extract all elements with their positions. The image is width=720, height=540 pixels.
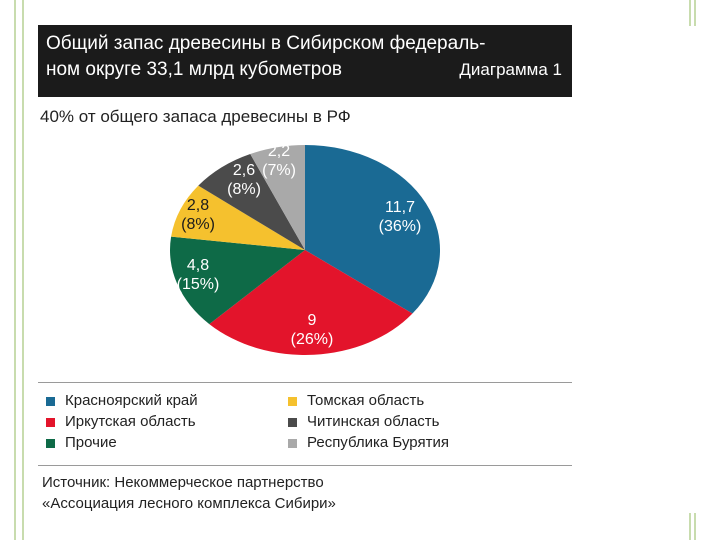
legend-label: Читинская область xyxy=(307,413,440,430)
slice-percent-label: (8%) xyxy=(181,216,215,233)
source-line-1: Источник: Некоммерческое партнерство xyxy=(42,474,324,491)
slice-value-label: 2,6 xyxy=(233,162,255,179)
source-line-2: «Ассоциация лесного комплекса Сибири» xyxy=(42,495,336,512)
chart-title-line-2: ном округе 33,1 млрд кубометров xyxy=(46,59,343,80)
chart-subtitle: 40% от общего запаса древесины в РФ xyxy=(40,107,351,126)
legend-swatch xyxy=(46,439,55,448)
legend-swatch xyxy=(46,418,55,427)
chart-title-line-1: Общий запас древесины в Сибирском федера… xyxy=(46,33,486,54)
slice-percent-label: (36%) xyxy=(379,218,422,235)
slice-value-label: 11,7 xyxy=(385,199,415,216)
slice-percent-label: (15%) xyxy=(177,276,220,293)
pie-slice-6 xyxy=(250,145,305,250)
slice-value-label: 4,8 xyxy=(187,257,209,274)
slice-value-label: 9 xyxy=(308,312,317,329)
slice-value-label: 2,8 xyxy=(187,197,209,214)
legend-swatch xyxy=(288,418,297,427)
legend-label: Прочие xyxy=(65,434,117,451)
title-bar: Общий запас древесины в Сибирском федера… xyxy=(38,25,572,97)
legend-label: Томская область xyxy=(307,392,425,409)
slice-percent-label: (7%) xyxy=(262,162,296,179)
pie-slice-2 xyxy=(209,250,413,356)
slide-corner-top-right xyxy=(689,0,699,26)
slide-corner-bottom-right xyxy=(689,513,699,540)
legend-label: Республика Бурятия xyxy=(307,434,449,451)
pie-slice-3 xyxy=(170,236,305,325)
legend-label: Красноярский край xyxy=(65,392,198,409)
slice-percent-label: (26%) xyxy=(291,331,334,348)
source-top-rule xyxy=(38,465,572,466)
slide-left-border xyxy=(14,0,24,540)
slice-value-label: 2,2 xyxy=(268,143,290,160)
legend-top-rule xyxy=(38,382,572,383)
legend-label: Иркутская область xyxy=(65,413,196,430)
legend-swatch xyxy=(46,397,55,406)
legend-swatch xyxy=(288,397,297,406)
pie-slice-5 xyxy=(198,154,305,250)
pie-slice-4 xyxy=(171,185,305,250)
pie-slice-1 xyxy=(305,145,441,314)
diagram-number: Диаграмма 1 xyxy=(459,60,562,79)
slice-percent-label: (8%) xyxy=(227,181,261,198)
legend-swatch xyxy=(288,439,297,448)
